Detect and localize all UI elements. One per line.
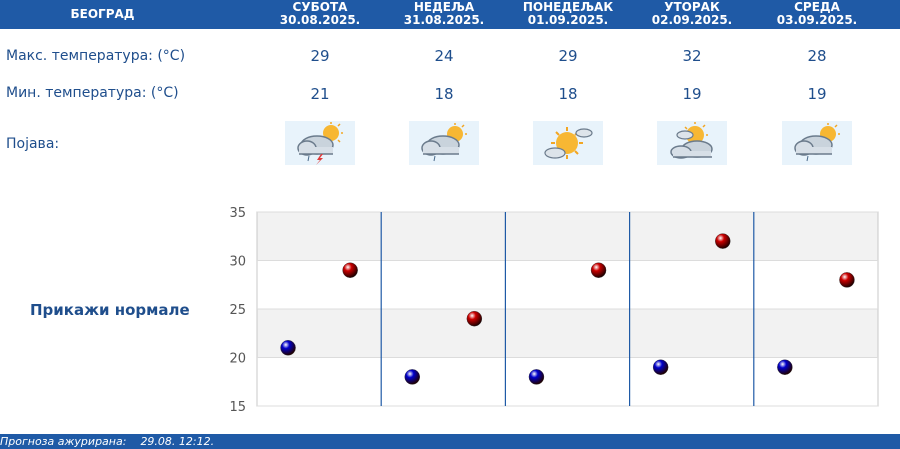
day-name: НЕДЕЉА [413,0,475,14]
day-date: 01.09.2025. [527,13,609,27]
plot-band [257,357,878,406]
day-header-1: СУБОТА 30.08.2025. [260,1,380,27]
max-temp-day-5: 28 [807,47,827,65]
y-tick-label: 15 [229,400,246,415]
day-header-2: НЕДЕЉА 31.08.2025. [384,1,504,27]
y-tick-label: 20 [229,352,246,367]
sun-behind-clouds-icon [657,121,727,165]
partly-cloudy-rain-icon [782,121,852,165]
min-temp-label: Мин. температура: (°C) [6,85,179,101]
max-temp-day-3: 29 [558,47,578,65]
phenomenon-label: Појава: [6,136,60,152]
min-temp-day-4: 19 [682,85,702,103]
day-name: УТОРАК [664,0,720,14]
day-date: 03.09.2025. [776,13,858,27]
plot-band [257,309,878,358]
plot-band [257,212,878,261]
forecast-footer: Прогноза ажурирана: 29.08. 12:12. [0,434,900,449]
max-temp-day-4: 32 [682,47,702,65]
show-normals-button[interactable]: Прикажи нормале [30,301,190,319]
sunny-few-clouds-icon [533,121,603,165]
updated-value: 29.08. 12:12. [140,435,215,448]
plot-band [257,260,878,309]
y-tick-label: 25 [229,303,246,318]
plot-frame [256,211,879,407]
day-name: ПОНЕДЕЉАК [522,0,614,14]
day-name: СУБОТА [292,0,348,14]
max-temp-point [839,272,855,288]
max-temp-label: Макс. температура: (°C) [6,48,186,64]
min-temp-point [404,369,420,385]
day-name: СРЕДА [794,0,840,14]
partly-cloudy-rain-icon [409,121,479,165]
max-temp-day-2: 24 [434,47,454,65]
min-temp-point [528,369,545,385]
max-temp-point [466,311,483,327]
city-name: БЕОГРАД [70,7,135,21]
max-temp-point [715,233,731,249]
min-temp-day-1: 21 [310,85,330,103]
day-date: 30.08.2025. [279,13,361,27]
day-date: 02.09.2025. [651,13,733,27]
min-temp-day-5: 19 [807,85,827,103]
max-temp-day-1: 29 [310,47,330,65]
day-header-5: СРЕДА 03.09.2025. [757,1,877,27]
day-date: 31.08.2025. [403,13,485,27]
min-temp-point [280,340,296,356]
day-header-4: УТОРАК 02.09.2025. [632,1,752,27]
min-temp-day-3: 18 [558,85,578,103]
forecast-header: БЕОГРАД СУБОТА 30.08.2025. НЕДЕЉА 31.08.… [0,0,900,29]
updated-label: Прогноза ажурирана: [0,435,127,448]
max-temp-point [342,262,358,278]
y-tick-label: 35 [229,206,246,221]
y-tick-label: 30 [229,255,246,270]
min-temp-point [652,359,669,375]
max-temp-point [590,262,607,278]
partly-cloudy-thunderstorm-icon [285,121,355,165]
min-temp-day-2: 18 [434,85,454,103]
day-header-3: ПОНЕДЕЉАК 01.09.2025. [508,1,628,27]
min-temp-point [777,359,793,375]
